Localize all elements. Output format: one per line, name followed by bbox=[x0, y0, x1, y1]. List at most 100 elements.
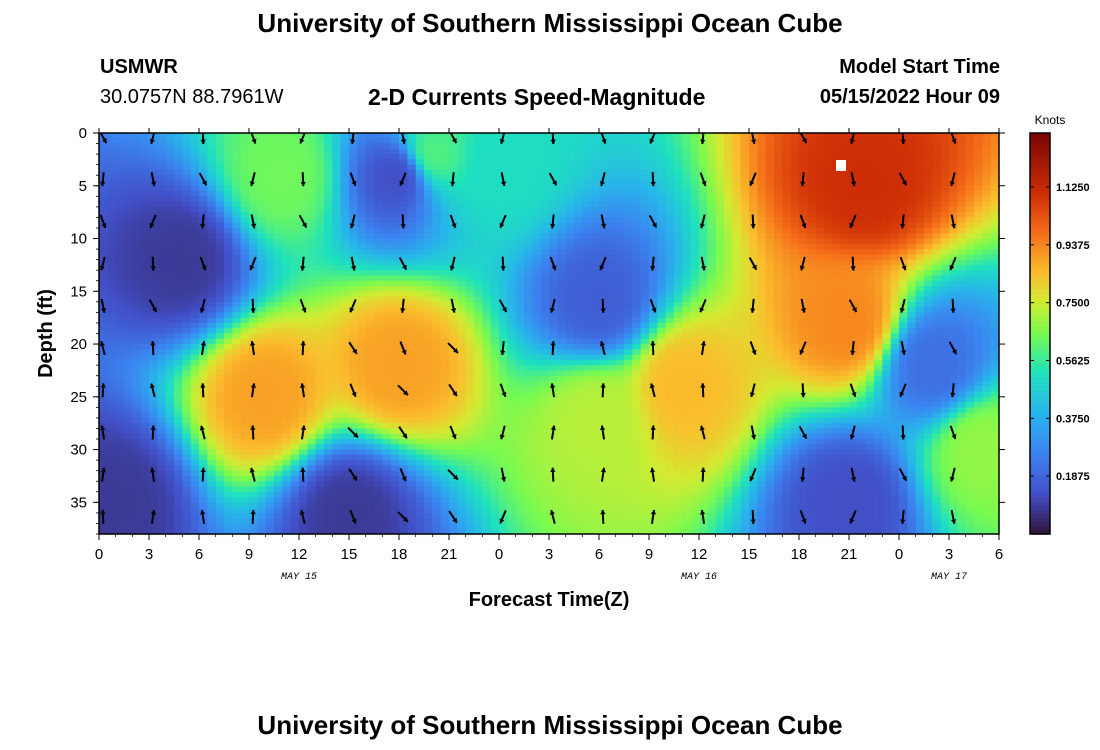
current-arrow bbox=[800, 467, 806, 482]
current-arrow bbox=[149, 133, 156, 145]
current-arrow bbox=[400, 133, 407, 145]
current-arrow bbox=[550, 467, 556, 482]
y-tick-label: 5 bbox=[79, 178, 87, 195]
current-arrow bbox=[200, 133, 206, 145]
current-arrow bbox=[850, 467, 857, 482]
chart-subtitle: 2-D Currents Speed-Magnitude bbox=[368, 84, 706, 110]
x-tick-label: 12 bbox=[291, 546, 308, 563]
current-arrow bbox=[447, 342, 459, 354]
current-arrow bbox=[249, 467, 256, 482]
current-arrow bbox=[400, 214, 406, 229]
current-arrow bbox=[500, 256, 506, 271]
current-arrow bbox=[599, 172, 606, 187]
current-arrow bbox=[448, 383, 458, 397]
station-coordinates: 30.0757N 88.7961W bbox=[100, 86, 284, 108]
current-arrow bbox=[848, 299, 858, 313]
current-arrow bbox=[150, 256, 156, 271]
current-arrow bbox=[1000, 468, 1005, 482]
current-arrow bbox=[549, 509, 556, 524]
current-arrow bbox=[600, 298, 606, 313]
x-tick-label: 15 bbox=[741, 546, 758, 563]
current-arrow bbox=[950, 133, 957, 144]
station-id: USMWR bbox=[100, 56, 178, 78]
current-arrow bbox=[348, 341, 358, 355]
current-arrow bbox=[900, 340, 907, 356]
current-arrow bbox=[299, 509, 306, 524]
current-arrow bbox=[249, 256, 257, 271]
current-arrow bbox=[100, 383, 106, 398]
current-arrow bbox=[950, 298, 956, 313]
current-arrow bbox=[850, 172, 857, 187]
y-tick-label: 30 bbox=[70, 442, 87, 459]
current-arrow bbox=[948, 341, 958, 355]
current-arrow bbox=[899, 383, 907, 398]
current-arrow bbox=[250, 298, 256, 313]
current-arrow bbox=[199, 298, 206, 313]
current-arrow bbox=[1001, 383, 1006, 397]
current-arrow bbox=[548, 172, 558, 186]
current-arrow bbox=[1000, 257, 1005, 271]
current-arrow bbox=[699, 509, 706, 524]
current-arrow bbox=[347, 426, 359, 439]
current-arrow bbox=[450, 172, 456, 187]
current-arrow bbox=[649, 133, 656, 144]
current-arrow bbox=[599, 256, 607, 271]
current-arrow bbox=[350, 256, 357, 271]
current-arrow bbox=[399, 467, 407, 482]
current-arrow bbox=[1000, 341, 1005, 355]
current-arrow bbox=[849, 214, 857, 229]
current-arrow bbox=[749, 172, 757, 187]
current-arrow bbox=[600, 133, 607, 144]
current-arrow bbox=[750, 133, 757, 145]
current-arrow bbox=[749, 467, 757, 482]
current-arrow bbox=[849, 510, 857, 524]
current-arrow bbox=[100, 467, 107, 482]
current-arrow bbox=[449, 214, 457, 229]
colorbar-tick-label: 0.5625 bbox=[1056, 355, 1090, 367]
current-arrow bbox=[998, 511, 999, 512]
current-arrow bbox=[949, 467, 956, 482]
colorbar-tick-label: 0.9375 bbox=[1056, 240, 1090, 252]
model-start-value: 05/15/2022 Hour 09 bbox=[819, 86, 1000, 108]
current-arrow bbox=[200, 383, 206, 398]
current-arrow bbox=[397, 384, 409, 396]
current-arrow bbox=[949, 256, 957, 271]
x-tick-label: 18 bbox=[791, 546, 808, 563]
current-arrow bbox=[349, 383, 357, 398]
current-arrow bbox=[100, 298, 107, 313]
current-arrow bbox=[350, 133, 356, 145]
current-arrow bbox=[800, 172, 806, 187]
current-arrow bbox=[100, 172, 106, 187]
current-arrow bbox=[649, 383, 656, 398]
x-tick-label: 0 bbox=[95, 546, 103, 563]
current-arrow bbox=[498, 299, 508, 313]
current-arrow bbox=[499, 383, 507, 398]
current-arrow bbox=[648, 214, 658, 229]
colorbar-tick-label: 0.3750 bbox=[1056, 413, 1090, 425]
current-arrow bbox=[749, 383, 756, 398]
date-label: MAY 15 bbox=[281, 572, 317, 583]
current-arrow bbox=[299, 298, 307, 313]
current-arrow bbox=[449, 133, 458, 144]
speed-heatmap bbox=[99, 133, 999, 534]
current-arrow bbox=[99, 133, 108, 144]
x-tick-label: 21 bbox=[441, 546, 458, 563]
current-arrow bbox=[249, 340, 256, 356]
current-arrow bbox=[199, 509, 206, 524]
current-arrow bbox=[250, 425, 256, 440]
current-arrow bbox=[750, 298, 756, 313]
current-arrow bbox=[447, 469, 459, 481]
current-arrow bbox=[250, 383, 257, 398]
current-arrow bbox=[148, 299, 158, 313]
current-arrow bbox=[550, 341, 556, 356]
current-arrow bbox=[499, 214, 507, 229]
current-arrow bbox=[99, 214, 107, 229]
current-arrow bbox=[950, 214, 957, 229]
white-marker bbox=[836, 160, 846, 171]
current-arrow bbox=[900, 133, 906, 145]
current-arrows bbox=[99, 133, 1006, 524]
x-tick-label: 3 bbox=[945, 546, 953, 563]
current-arrow bbox=[899, 256, 907, 271]
x-tick-label: 3 bbox=[145, 546, 153, 563]
current-arrow bbox=[499, 133, 506, 145]
